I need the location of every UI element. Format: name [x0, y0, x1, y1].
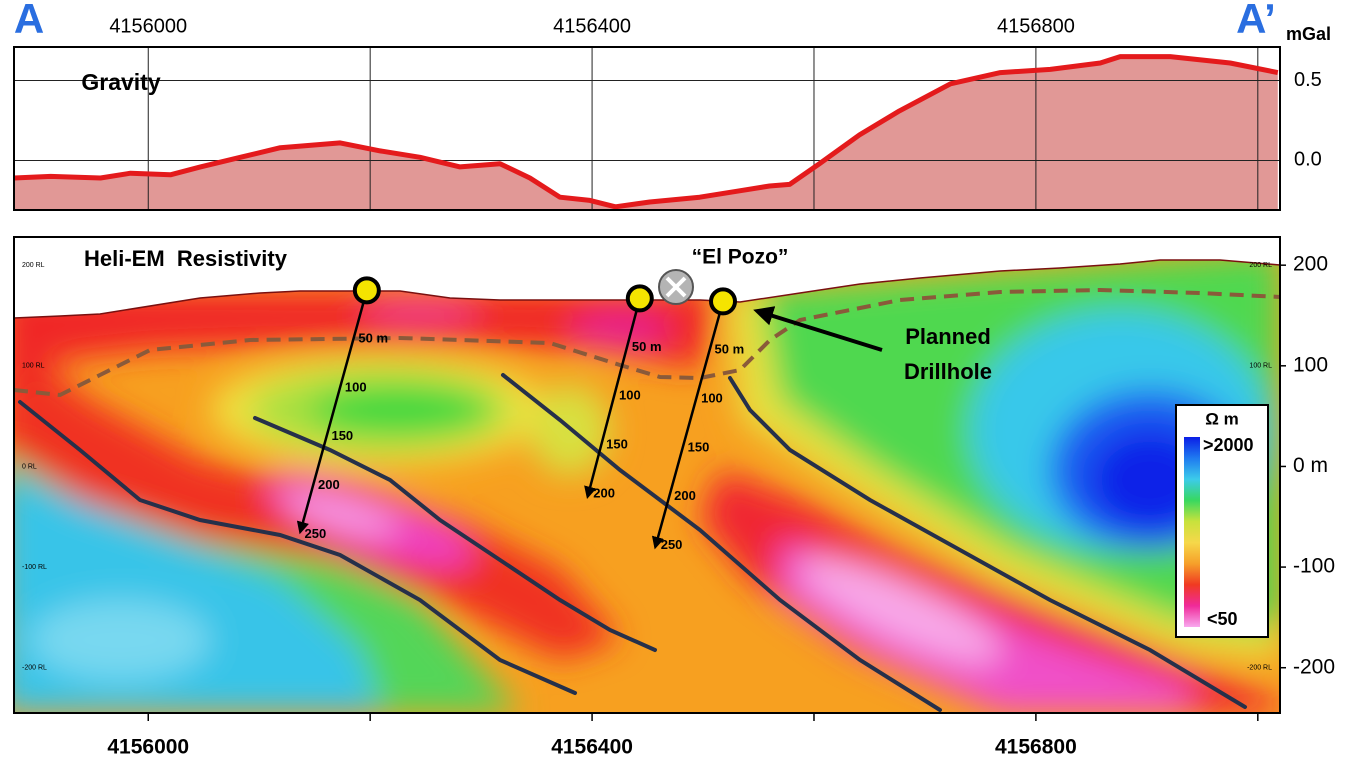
resistivity-image	[14, 260, 1280, 713]
y-tick-label: 0.0	[1294, 149, 1322, 171]
depth-label: 200	[593, 486, 615, 501]
drillhole-trace	[584, 298, 641, 500]
gravity-area	[14, 56, 1278, 210]
section-start: A	[14, 0, 44, 42]
rl-label: 100 RL	[22, 363, 45, 370]
callout-label: Planned	[905, 324, 991, 349]
legend-max: >2000	[1203, 435, 1254, 455]
depth-label: 200	[674, 488, 696, 503]
rl-label: 100 RL	[1249, 363, 1272, 370]
y-tick-label: -200	[1293, 655, 1335, 678]
depth-label: 100	[701, 390, 723, 405]
depth-label: 50 m	[632, 339, 662, 354]
y-tick-label: 100	[1293, 353, 1328, 376]
rl-label: 200 RL	[22, 262, 45, 269]
depth-label: 100	[345, 379, 367, 394]
drillhole-trace	[651, 301, 725, 550]
rl-label: 0 RL	[22, 463, 37, 470]
callout-label: Drillhole	[904, 359, 992, 384]
topography	[13, 259, 1281, 319]
legend-title: Ω m	[1205, 409, 1238, 428]
frame	[13, 46, 1281, 211]
drillhole-trace	[296, 290, 369, 535]
rl-label: -100 RL	[22, 564, 47, 571]
frame	[13, 236, 1281, 714]
x-tick-label: 4156800	[995, 736, 1077, 759]
drillhole-collar	[709, 287, 738, 316]
rl-label: -200 RL	[1247, 665, 1272, 672]
depth-label: 200	[318, 477, 340, 492]
fault	[253, 416, 657, 652]
x-tick-label: 4156800	[997, 15, 1075, 37]
chart-label: Gravity	[81, 69, 160, 95]
depth-label: 150	[331, 428, 353, 443]
y-tick-label: -100	[1293, 555, 1335, 578]
site-label: “El Pozo”	[692, 246, 789, 269]
depth-label: 150	[606, 437, 628, 452]
gravity-line	[13, 54, 1279, 210]
depth-label: 50 m	[358, 331, 388, 346]
callout-arrow	[753, 306, 883, 352]
y-tick-label: 0.5	[1294, 69, 1322, 91]
rl-label: -200 RL	[22, 665, 47, 672]
x-tick-label: 4156400	[551, 736, 633, 759]
el-pozo-icon	[658, 269, 694, 305]
drillhole-collar	[352, 276, 381, 305]
faults	[18, 373, 1247, 712]
oxide-boundary	[13, 287, 1281, 398]
fault	[501, 373, 942, 712]
legend-colorbar	[1184, 437, 1200, 627]
fault	[728, 376, 1247, 709]
rl-label: 200 RL	[1249, 262, 1272, 269]
depth-label: 50 m	[715, 342, 745, 357]
y-tick-label: 0 m	[1293, 454, 1328, 477]
y-tick-label: 200	[1293, 253, 1328, 276]
x-tick-label: 4156400	[553, 15, 631, 37]
section-end: A’	[1236, 0, 1276, 42]
depth-label: 150	[688, 439, 710, 454]
depth-label: 250	[661, 537, 683, 552]
x-tick-label: 4156000	[109, 15, 187, 37]
drillhole-collar	[625, 284, 654, 313]
legend-min: <50	[1207, 609, 1238, 629]
y-unit: mGal	[1286, 24, 1331, 44]
section-title: Heli-EM Resistivity	[84, 246, 288, 271]
x-tick-label: 4156000	[107, 736, 189, 759]
fault	[18, 400, 577, 695]
depth-label: 100	[619, 388, 641, 403]
depth-label: 250	[305, 526, 327, 541]
